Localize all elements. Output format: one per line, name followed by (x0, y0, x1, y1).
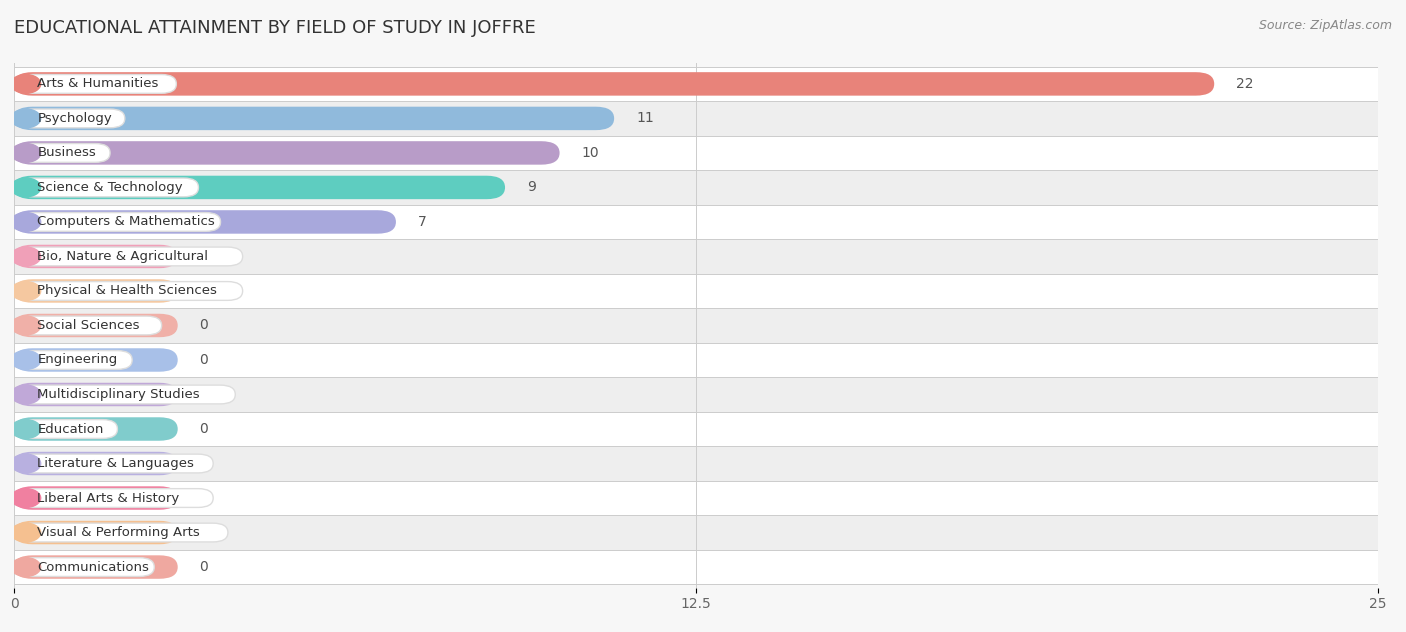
FancyBboxPatch shape (18, 178, 198, 197)
Text: 0: 0 (200, 319, 208, 332)
FancyBboxPatch shape (14, 176, 505, 199)
Circle shape (11, 557, 41, 576)
FancyBboxPatch shape (14, 72, 1215, 95)
Text: 0: 0 (200, 560, 208, 574)
Text: Literature & Languages: Literature & Languages (38, 457, 194, 470)
Circle shape (11, 75, 41, 94)
Text: 0: 0 (200, 491, 208, 505)
Bar (14, 412, 1406, 446)
Text: 0: 0 (200, 284, 208, 298)
Text: Business: Business (38, 147, 96, 159)
Text: Psychology: Psychology (38, 112, 112, 125)
Text: Science & Technology: Science & Technology (38, 181, 183, 194)
Bar (14, 343, 1406, 377)
Text: Social Sciences: Social Sciences (38, 319, 141, 332)
Circle shape (11, 351, 41, 369)
Bar (14, 308, 1406, 343)
Circle shape (11, 178, 41, 197)
Text: Computers & Mathematics: Computers & Mathematics (38, 216, 215, 228)
Circle shape (11, 282, 41, 300)
Text: 0: 0 (200, 526, 208, 540)
Bar (14, 239, 1406, 274)
FancyBboxPatch shape (18, 247, 243, 266)
FancyBboxPatch shape (18, 557, 155, 576)
Bar (14, 66, 1406, 101)
Text: 10: 10 (582, 146, 599, 160)
Circle shape (11, 385, 41, 404)
FancyBboxPatch shape (14, 279, 177, 303)
FancyBboxPatch shape (18, 454, 214, 473)
Text: Liberal Arts & History: Liberal Arts & History (38, 492, 180, 504)
FancyBboxPatch shape (14, 452, 177, 475)
Text: 9: 9 (527, 181, 536, 195)
Bar (14, 481, 1406, 515)
Bar (14, 377, 1406, 412)
Circle shape (11, 316, 41, 335)
Bar (14, 136, 1406, 170)
FancyBboxPatch shape (14, 486, 177, 510)
Bar (14, 170, 1406, 205)
FancyBboxPatch shape (14, 141, 560, 165)
Text: 0: 0 (200, 387, 208, 401)
FancyBboxPatch shape (18, 351, 132, 369)
Text: 22: 22 (1236, 77, 1254, 91)
FancyBboxPatch shape (14, 245, 177, 268)
Text: Bio, Nature & Agricultural: Bio, Nature & Agricultural (38, 250, 208, 263)
FancyBboxPatch shape (18, 212, 221, 231)
FancyBboxPatch shape (14, 556, 177, 579)
Circle shape (11, 247, 41, 266)
Bar (14, 101, 1406, 136)
Text: Arts & Humanities: Arts & Humanities (38, 77, 159, 90)
Text: Visual & Performing Arts: Visual & Performing Arts (38, 526, 200, 539)
Text: Education: Education (38, 423, 104, 435)
Text: EDUCATIONAL ATTAINMENT BY FIELD OF STUDY IN JOFFRE: EDUCATIONAL ATTAINMENT BY FIELD OF STUDY… (14, 19, 536, 37)
Circle shape (11, 420, 41, 439)
FancyBboxPatch shape (18, 75, 176, 94)
FancyBboxPatch shape (14, 383, 177, 406)
Text: Source: ZipAtlas.com: Source: ZipAtlas.com (1258, 19, 1392, 32)
FancyBboxPatch shape (14, 348, 177, 372)
Text: 11: 11 (636, 111, 654, 125)
Bar (14, 446, 1406, 481)
FancyBboxPatch shape (18, 523, 228, 542)
Text: Engineering: Engineering (38, 353, 118, 367)
Circle shape (11, 143, 41, 162)
Text: 7: 7 (418, 215, 426, 229)
FancyBboxPatch shape (18, 316, 162, 335)
FancyBboxPatch shape (14, 521, 177, 544)
FancyBboxPatch shape (18, 282, 243, 300)
Bar (14, 515, 1406, 550)
FancyBboxPatch shape (14, 313, 177, 337)
FancyBboxPatch shape (18, 489, 214, 507)
Circle shape (11, 109, 41, 128)
Text: 0: 0 (200, 422, 208, 436)
Bar (14, 274, 1406, 308)
Text: 0: 0 (200, 456, 208, 470)
FancyBboxPatch shape (18, 109, 125, 128)
Text: Multidisciplinary Studies: Multidisciplinary Studies (38, 388, 200, 401)
Bar (14, 550, 1406, 585)
Circle shape (11, 212, 41, 231)
FancyBboxPatch shape (14, 107, 614, 130)
FancyBboxPatch shape (14, 210, 396, 234)
Circle shape (11, 523, 41, 542)
FancyBboxPatch shape (14, 417, 177, 441)
Bar (14, 205, 1406, 239)
FancyBboxPatch shape (18, 143, 110, 162)
Text: 0: 0 (200, 250, 208, 264)
FancyBboxPatch shape (18, 385, 235, 404)
Text: Communications: Communications (38, 561, 149, 574)
FancyBboxPatch shape (18, 420, 118, 439)
Circle shape (11, 489, 41, 507)
Circle shape (11, 454, 41, 473)
Text: Physical & Health Sciences: Physical & Health Sciences (38, 284, 218, 298)
Text: 0: 0 (200, 353, 208, 367)
